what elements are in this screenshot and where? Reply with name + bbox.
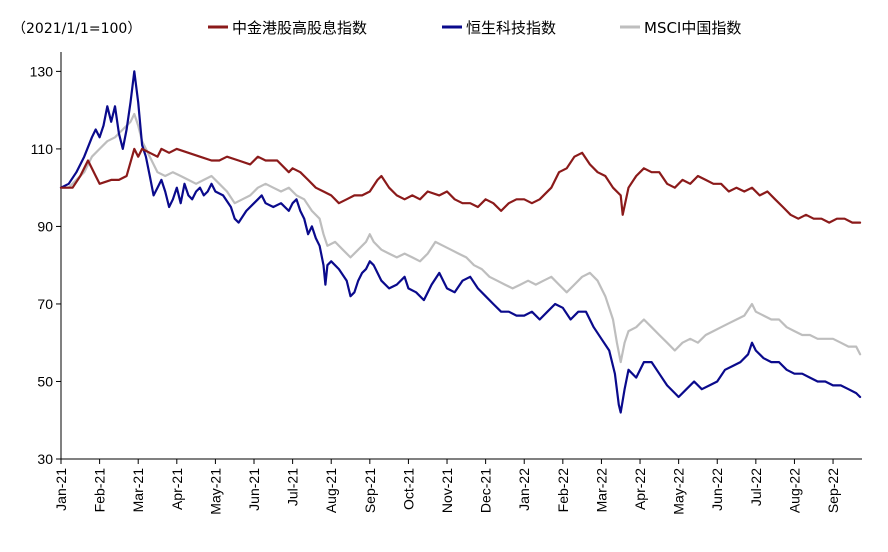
series-line-2 <box>59 112 862 364</box>
x-tick-label: Mar-22 <box>593 468 609 513</box>
x-tick-label: Jun-22 <box>709 468 725 511</box>
legend-label-1: 恒生科技指数 <box>466 19 556 37</box>
series-line-1 <box>59 70 862 414</box>
x-tick-label: Feb-22 <box>555 468 571 513</box>
axes: 30 50 70 90 110 130 Jan-21 Feb-21 Mar-21 Apr-21 Ma… <box>30 52 862 515</box>
x-tick-label: Jan-22 <box>516 468 532 511</box>
x-tick-label: Mar-21 <box>130 468 146 513</box>
x-tick-label: Aug-21 <box>323 468 339 513</box>
x-tick-label: May-21 <box>207 468 223 515</box>
x-tick-label: Oct-21 <box>400 468 416 510</box>
x-tick-label: Nov-21 <box>439 468 455 513</box>
y-tick-label: 90 <box>37 218 53 234</box>
x-tick-label: Feb-21 <box>92 468 108 513</box>
series-layer <box>59 70 862 414</box>
x-tick-label: Jul-21 <box>285 468 301 506</box>
y-tick-label: 50 <box>37 373 53 389</box>
x-tick-label: Dec-21 <box>478 468 494 513</box>
y-tick-label: 110 <box>31 141 54 157</box>
y-tick-label: 70 <box>37 296 53 312</box>
x-tick-label: Jan-21 <box>53 468 69 511</box>
x-tick-label: Jul-22 <box>748 468 764 506</box>
legend-label-2: MSCI中国指数 <box>644 19 741 37</box>
x-tick-label: Sep-21 <box>362 468 378 513</box>
x-tick-label: Sep-22 <box>825 468 841 513</box>
x-tick-label: Jun-21 <box>246 468 262 511</box>
legend: （2021/1/1=100） 中金港股高股息指数 恒生科技指数 MSCI中国指数 <box>12 19 741 37</box>
legend-label-0: 中金港股高股息指数 <box>232 19 367 37</box>
series-line-0 <box>59 147 862 224</box>
unit-label: （2021/1/1=100） <box>12 21 141 37</box>
x-tick-label: May-22 <box>671 468 687 515</box>
x-tick-label: Apr-22 <box>632 468 648 510</box>
y-tick-label: 130 <box>30 63 54 79</box>
x-tick-label: Aug-22 <box>786 468 802 513</box>
x-tick-label: Apr-21 <box>169 468 185 510</box>
y-tick-label: 30 <box>37 451 53 467</box>
